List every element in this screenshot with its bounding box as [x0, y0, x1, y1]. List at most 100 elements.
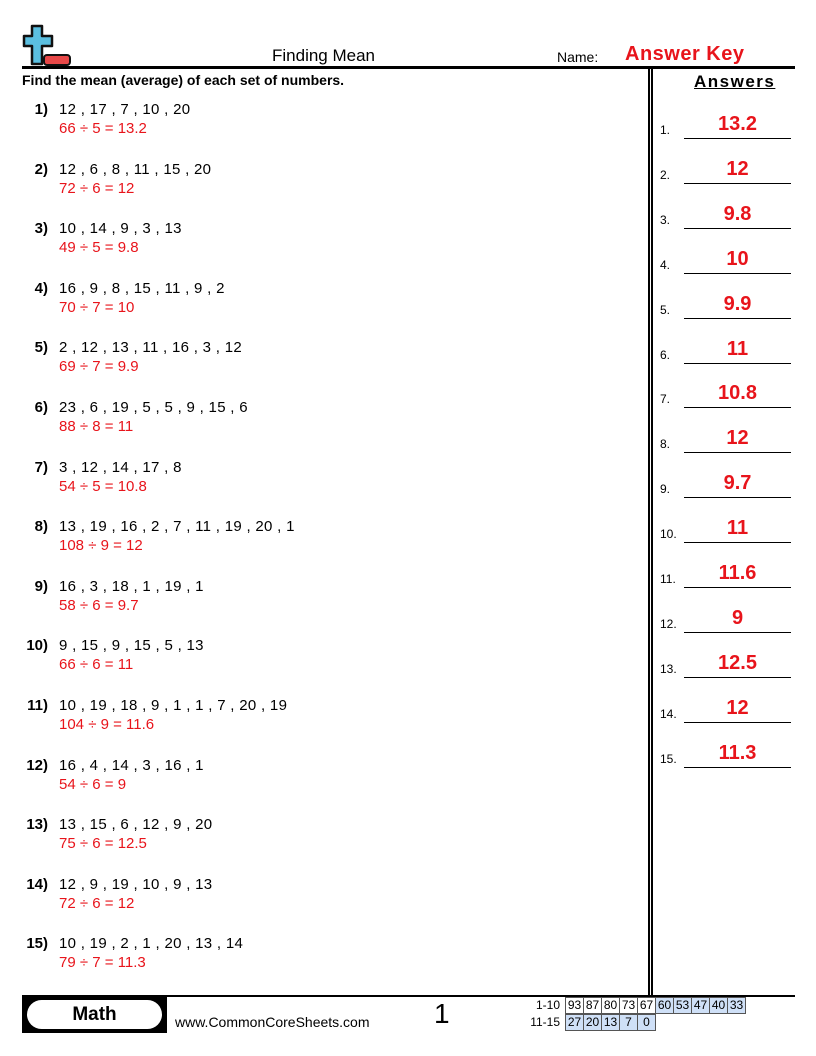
problem-item: 7) 3 , 12 , 14 , 17 , 8 54 ÷ 5 = 10.8 [0, 459, 640, 509]
score-cell: 53 [673, 997, 692, 1014]
answer-item: 10. 11 [660, 513, 795, 544]
answer-item: 7. 10.8 [660, 378, 795, 409]
problem-solution: 88 ÷ 8 = 11 [59, 418, 134, 435]
logo-plus-minus-icon [22, 24, 71, 66]
problem-number: 14) [26, 875, 48, 893]
score-cell: 0 [637, 1014, 656, 1031]
answer-line [684, 452, 791, 454]
problem-item: 6) 23 , 6 , 19 , 5 , 5 , 9 , 15 , 6 88 ÷… [0, 399, 640, 449]
problem-item: 4) 16 , 9 , 8 , 15 , 11 , 9 , 2 70 ÷ 7 =… [0, 280, 640, 330]
problem-values: 16 , 9 , 8 , 15 , 11 , 9 , 2 [59, 279, 225, 297]
header-divider [22, 66, 795, 69]
problem-values: 16 , 4 , 14 , 3 , 16 , 1 [59, 756, 204, 774]
score-cell: 13 [601, 1014, 620, 1031]
answer-value: 13.2 [718, 113, 757, 135]
answer-line [684, 407, 791, 409]
problem-values: 13 , 19 , 16 , 2 , 7 , 11 , 19 , 20 , 1 [59, 518, 295, 536]
site-url: www.CommonCoreSheets.com [175, 1014, 370, 1030]
answer-line [684, 542, 791, 544]
problem-solution: 72 ÷ 6 = 12 [59, 179, 135, 197]
answer-line [684, 631, 791, 633]
answer-value: 10 [726, 247, 749, 270]
score-cell: 40 [709, 997, 728, 1014]
answer-item: 14. 12 [660, 693, 795, 723]
answer-number: 1. [660, 123, 671, 137]
score-cell: 73 [619, 997, 638, 1014]
problem-number: 12) [26, 756, 48, 774]
page-number: 1 [434, 998, 450, 1029]
answer-number: 15. [660, 751, 677, 766]
score-row: 93 87 80 73 67 60 53 47 40 33 [565, 997, 746, 1014]
answer-value: 11 [726, 337, 749, 360]
answer-line [684, 766, 791, 768]
problem-solution: 75 ÷ 6 = 12.5 [59, 835, 147, 853]
problem-item: 3) 10 , 14 , 9 , 3 , 13 49 ÷ 5 = 9.8 [0, 220, 640, 270]
answer-item: 13. 12.5 [660, 648, 795, 678]
score-cell: 60 [655, 997, 674, 1014]
problem-number: 6) [34, 399, 48, 416]
score-cell: 93 [565, 997, 584, 1014]
problem-solution: 79 ÷ 7 = 11.3 [59, 954, 146, 972]
problem-item: 11) 10 , 19 , 18 , 9 , 1 , 1 , 7 , 20 , … [0, 697, 640, 747]
problem-solution: 104 ÷ 9 = 11.6 [59, 716, 155, 733]
answer-item: 6. 11 [660, 334, 795, 364]
answer-number: 7. [660, 392, 671, 407]
answer-item: 5. 9.9 [660, 289, 795, 319]
answer-line [684, 362, 791, 364]
problem-item: 12) 16 , 4 , 14 , 3 , 16 , 1 54 ÷ 6 = 9 [0, 757, 640, 807]
problem-item: 9) 16 , 3 , 18 , 1 , 19 , 1 58 ÷ 6 = 9.7 [0, 578, 640, 628]
answer-value: 9.8 [723, 202, 752, 225]
column-divider [648, 69, 653, 997]
score-cell: 27 [565, 1014, 584, 1031]
name-label: Name: [557, 49, 599, 65]
answer-item: 4. 10 [660, 244, 795, 274]
answer-item: 3. 9.8 [660, 199, 795, 229]
problem-solution: 49 ÷ 5 = 9.8 [59, 239, 139, 257]
answer-number: 8. [660, 437, 671, 452]
problem-values: 12 , 6 , 8 , 11 , 15 , 20 [59, 160, 212, 178]
problem-solution: 58 ÷ 6 = 9.7 [59, 596, 139, 614]
subject-label: Math [27, 1000, 162, 1029]
problem-item: 1) 12 , 17 , 7 , 10 , 20 66 ÷ 5 = 13.2 [0, 101, 640, 151]
answer-line [684, 497, 791, 499]
score-row: 27 20 13 7 0 [565, 1014, 656, 1031]
problem-number: 5) [34, 339, 48, 357]
answer-line [684, 272, 791, 274]
problem-item: 2) 12 , 6 , 8 , 11 , 15 , 20 72 ÷ 6 = 12 [0, 161, 640, 211]
answer-value: 12 [726, 696, 749, 719]
problem-number: 13) [26, 816, 48, 834]
answer-value: 12 [726, 157, 749, 180]
problem-number: 1) [34, 101, 48, 118]
problem-number: 2) [34, 160, 48, 178]
answer-value: 9.7 [723, 472, 752, 495]
answer-number: 3. [660, 212, 671, 227]
problem-solution: 72 ÷ 6 = 12 [59, 894, 135, 912]
answer-item: 1. 13.2 [660, 109, 795, 139]
answer-value: 11 [726, 517, 749, 540]
name-value: Answer Key [625, 43, 745, 65]
problem-solution: 66 ÷ 5 = 13.2 [59, 120, 147, 137]
problem-values: 10 , 14 , 9 , 3 , 13 [59, 220, 182, 238]
answer-value: 11.3 [718, 741, 757, 764]
problem-number: 15) [26, 935, 48, 953]
answer-number: 14. [660, 706, 677, 721]
answer-item: 15. 11.3 [660, 738, 795, 768]
answer-value: 11.6 [718, 562, 757, 584]
answer-line [684, 138, 791, 139]
score-row-label: 1-10 [535, 998, 560, 1012]
problem-item: 8) 13 , 19 , 16 , 2 , 7 , 11 , 19 , 20 ,… [0, 518, 640, 568]
score-cell: 87 [583, 997, 602, 1014]
worksheet-title: Finding Mean [272, 46, 376, 65]
problem-values: 12 , 9 , 19 , 10 , 9 , 13 [59, 875, 213, 893]
answer-item: 8. 12 [660, 423, 795, 454]
problem-values: 2 , 12 , 13 , 11 , 16 , 3 , 12 [59, 339, 243, 357]
problem-number: 11) [27, 697, 48, 714]
problem-solution: 54 ÷ 6 = 9 [59, 775, 127, 793]
answer-line [684, 182, 791, 184]
problem-item: 13) 13 , 15 , 6 , 12 , 9 , 20 75 ÷ 6 = 1… [0, 816, 640, 866]
answer-line [684, 676, 791, 678]
problem-values: 10 , 19 , 18 , 9 , 1 , 1 , 7 , 20 , 19 [59, 697, 288, 714]
problem-number: 10) [26, 637, 48, 655]
answer-number: 10. [660, 527, 677, 542]
problem-number: 4) [34, 279, 48, 297]
